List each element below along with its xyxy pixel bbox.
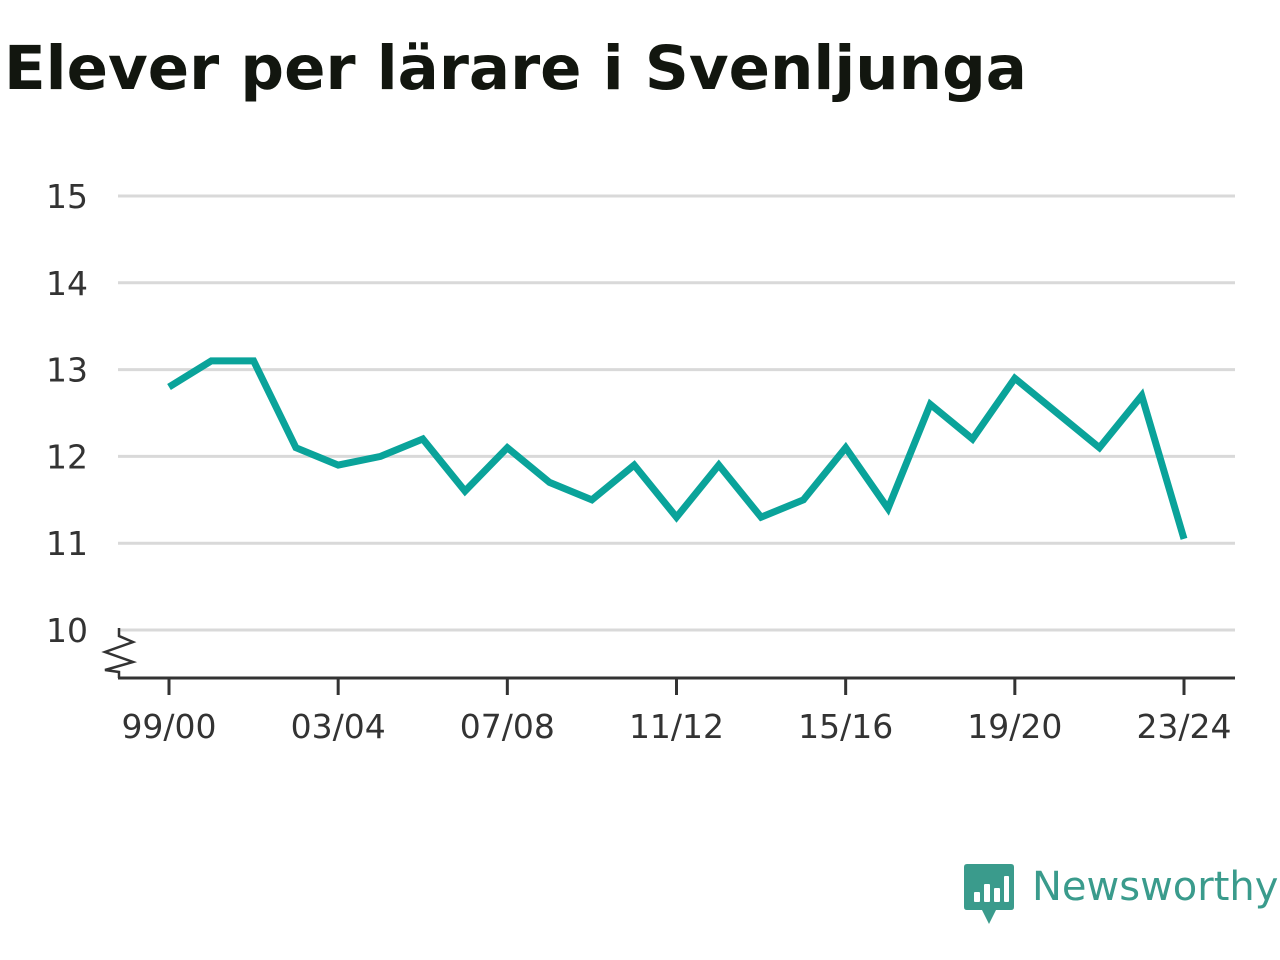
x-tick-label-03-04: 03/04 [291,707,386,746]
y-tick-label-11: 11 [46,524,88,563]
x-tick-label-11-12: 11/12 [629,707,724,746]
y-axis-tick-labels: 10 11 12 13 14 15 [46,177,88,650]
y-tick-label-14: 14 [46,264,88,303]
series-line-0 [167,357,1188,540]
brand-logo-group: Newsworthy [964,864,1278,926]
chart-title: Elever per lärare i Svenljunga [4,33,1027,104]
brand-name: Newsworthy [1032,864,1279,910]
x-tick-label-19-20: 19/20 [967,707,1062,746]
y-tick-label-15: 15 [46,177,88,216]
data-series [167,357,1188,540]
y-axis-break-mark [101,628,138,678]
bar-chart-speech-bubble-icon [964,864,1014,924]
x-axis-ticks: 99/00 03/04 07/08 11/12 15/16 19/20 23/24 [121,678,1232,746]
gridlines [118,194,1235,632]
x-tick-label-99-00: 99/00 [121,707,216,746]
y-tick-label-12: 12 [46,437,88,476]
y-tick-label-13: 13 [46,351,88,390]
x-tick-label-23-24: 23/24 [1136,707,1231,746]
x-axis [101,628,1235,680]
y-tick-label-10: 10 [46,611,88,650]
x-tick-label-07-08: 07/08 [460,707,555,746]
x-tick-label-15-16: 15/16 [798,707,893,746]
